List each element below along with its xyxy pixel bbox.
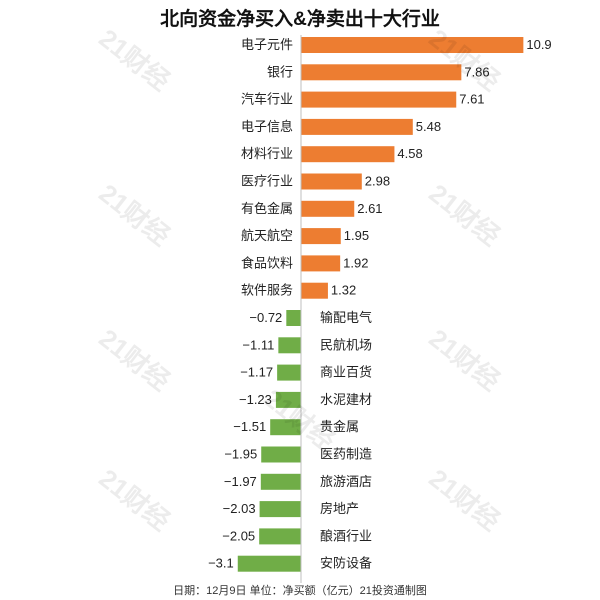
- category-label-10: 软件服务: [241, 283, 293, 298]
- value-label-20: −3.1: [208, 556, 234, 571]
- bar-19: [259, 528, 301, 545]
- footnote: 日期：12月9日 单位：净买额（亿元）21投资通制图: [173, 585, 427, 597]
- bar-13: [277, 364, 301, 381]
- value-label-6: 2.98: [365, 174, 390, 189]
- category-label-20: 安防设备: [320, 556, 372, 571]
- bar-16: [261, 446, 301, 463]
- category-label-19: 酿酒行业: [320, 528, 372, 543]
- category-label-9: 食品饮料: [241, 255, 293, 270]
- bar-17: [260, 473, 301, 490]
- value-label-16: −1.95: [224, 447, 257, 462]
- bar-3: [301, 91, 457, 108]
- value-label-12: −1.11: [242, 337, 274, 352]
- bar-6: [301, 173, 362, 190]
- chart-title: 北向资金净买入&净卖出十大行业: [160, 9, 440, 30]
- bar-4: [301, 118, 413, 135]
- value-label-3: 7.61: [459, 92, 484, 107]
- bar-14: [275, 391, 301, 408]
- category-label-17: 旅游酒店: [320, 474, 372, 489]
- value-label-8: 1.95: [344, 228, 369, 243]
- category-label-7: 有色金属: [241, 201, 293, 216]
- value-label-2: 7.86: [464, 64, 489, 79]
- category-label-5: 材料行业: [241, 146, 293, 161]
- bar-20: [237, 555, 301, 572]
- bar-18: [259, 501, 301, 518]
- value-label-13: −1.17: [240, 365, 273, 380]
- bar-8: [301, 228, 341, 245]
- category-label-6: 医疗行业: [241, 174, 293, 189]
- category-label-12: 民航机场: [320, 337, 372, 352]
- category-label-14: 水泥建材: [320, 392, 372, 407]
- category-label-3: 汽车行业: [241, 92, 293, 107]
- category-label-13: 商业百货: [320, 365, 372, 380]
- bar-11: [286, 310, 301, 326]
- value-label-17: −1.97: [224, 474, 257, 489]
- bar-10: [301, 282, 328, 299]
- value-label-14: −1.23: [239, 392, 272, 407]
- category-label-16: 医药制造: [320, 447, 372, 462]
- value-label-7: 2.61: [357, 201, 382, 216]
- bar-7: [301, 200, 355, 217]
- category-label-18: 房地产: [320, 501, 359, 516]
- bar-12: [278, 337, 301, 354]
- category-label-15: 贵金属: [320, 419, 359, 434]
- value-label-1: 10.9: [526, 37, 551, 52]
- category-label-1: 电子元件: [241, 37, 293, 52]
- category-label-8: 航天航空: [241, 228, 293, 243]
- value-label-18: −2.03: [223, 501, 256, 516]
- category-label-2: 银行: [267, 64, 293, 79]
- value-label-11: −0.72: [249, 310, 282, 325]
- value-label-15: −1.51: [233, 419, 266, 434]
- bar-5: [301, 146, 395, 163]
- value-label-10: 1.32: [331, 283, 356, 298]
- bar-15: [270, 419, 301, 436]
- value-label-4: 5.48: [416, 119, 441, 134]
- bar-9: [301, 255, 341, 272]
- bar-2: [301, 64, 462, 81]
- category-label-11: 输配电气: [320, 310, 372, 325]
- value-label-9: 1.92: [343, 255, 368, 270]
- value-label-5: 4.58: [397, 146, 422, 161]
- value-label-19: −2.05: [222, 528, 255, 543]
- category-label-4: 电子信息: [241, 119, 293, 134]
- bar-1: [301, 37, 524, 53]
